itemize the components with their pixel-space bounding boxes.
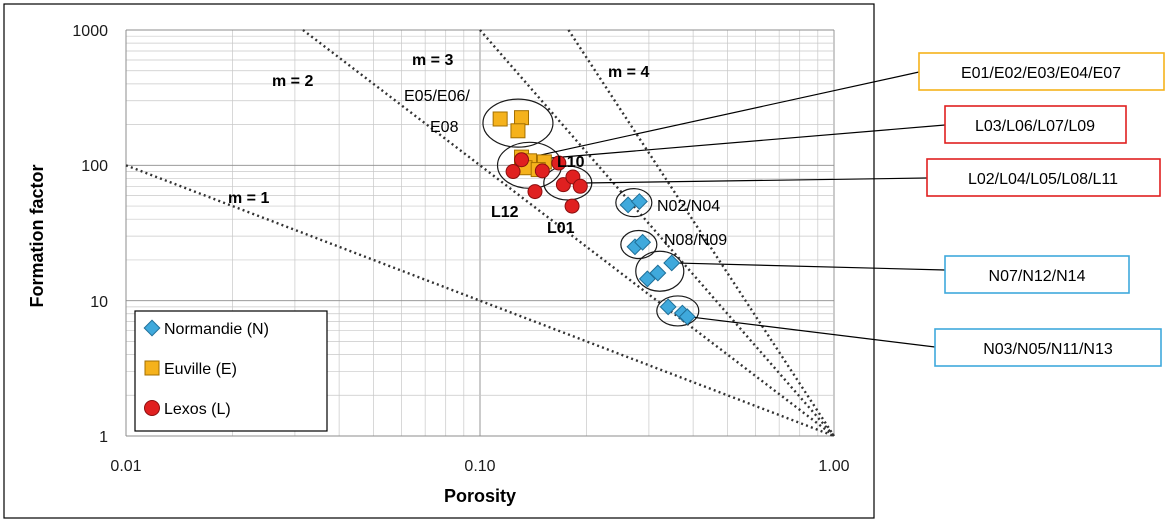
m-line-label: m = 1 [228, 190, 269, 207]
group-ellipse [620, 229, 658, 260]
x-tick-label: 1.00 [818, 458, 849, 475]
chart-frame [3, 3, 875, 519]
y-tick-labels: 1 10 100 1000 [72, 23, 108, 446]
callout-label: N07/N12/N14 [989, 268, 1086, 285]
group-ellipse [615, 188, 653, 218]
x-tick-labels: 0.01 0.10 1.00 [110, 458, 849, 475]
euville-point [514, 110, 530, 126]
y-tick-label: 100 [81, 158, 108, 175]
legend-label: Euville (E) [164, 361, 237, 378]
legend: Normandie (N) Euville (E) Lexos (L) [134, 310, 328, 432]
annotation-label: L10 [557, 154, 585, 171]
y-axis-title: Formation factor [27, 164, 47, 307]
legend-frame [134, 310, 328, 432]
callout-label: E01/E02/E03/E04/E07 [961, 65, 1121, 82]
annotation-label: L12 [491, 204, 519, 221]
lexos-point [551, 155, 567, 171]
normandie-point [678, 308, 696, 326]
legend-label: Normandie (N) [164, 321, 269, 338]
legend-marker-diamond [143, 319, 161, 337]
x-axis-title: Porosity [444, 486, 516, 506]
euville-point [492, 111, 508, 127]
data-points [492, 110, 696, 326]
group-ellipse [656, 295, 700, 327]
reference-line [125, 164, 835, 438]
callout-leaders [523, 71, 946, 348]
lexos-point [534, 163, 550, 179]
normandie-point [659, 298, 677, 316]
callout-label: N03/N05/N11/N13 [983, 341, 1113, 358]
normandie-point [638, 270, 656, 288]
y-tick-label: 1 [99, 429, 108, 446]
m-line-label: m = 2 [272, 73, 313, 90]
lexos-point [505, 164, 521, 180]
lexos-point [572, 178, 588, 194]
m-line-label: m = 4 [608, 64, 649, 81]
y-tick-label: 1000 [72, 23, 108, 40]
callout-box: L02/L04/L05/L08/L11 [926, 158, 1161, 197]
callout-frame [934, 328, 1162, 367]
callout-box: L03/L06/L07/L09 [944, 105, 1127, 144]
normandie-point [634, 233, 652, 251]
annotation-label: E08 [430, 119, 459, 136]
callout-label: L03/L06/L07/L09 [975, 118, 1095, 135]
annotation-label: E05/E06/ [404, 88, 470, 105]
reference-line [479, 29, 835, 437]
group-ellipse [635, 250, 685, 292]
callout-leader [583, 177, 928, 184]
callout-label: L02/L04/L05/L08/L11 [968, 171, 1118, 188]
legend-marker-square [144, 360, 160, 376]
lexos-point [564, 198, 580, 214]
m-line-label: m = 3 [412, 52, 453, 69]
annotation-label: N02/N04 [657, 198, 720, 215]
callout-leader [526, 71, 920, 159]
euville-point [510, 123, 526, 139]
normandie-point [649, 264, 667, 282]
callout-leader [689, 316, 936, 348]
callout-frame [926, 158, 1161, 197]
normandie-point [630, 193, 648, 211]
reference-line [302, 29, 835, 437]
legend-marker-circle [144, 400, 160, 416]
callout-frame [944, 105, 1127, 144]
lexos-point [527, 184, 543, 200]
callout-frame [918, 52, 1165, 91]
callout-box: E01/E02/E03/E04/E07 [918, 52, 1165, 91]
annotation-label: N08/N09 [664, 232, 727, 249]
annotation-label: L01 [547, 220, 575, 237]
x-tick-label: 0.01 [110, 458, 141, 475]
x-tick-label: 0.10 [464, 458, 495, 475]
group-ellipse [482, 98, 554, 148]
callout-leader [673, 262, 946, 271]
normandie-point [663, 254, 681, 272]
y-tick-label: 10 [90, 294, 108, 311]
callout-box: N03/N05/N11/N13 [934, 328, 1162, 367]
callout-frame [944, 255, 1130, 294]
reference-lines [125, 29, 836, 438]
legend-label: Lexos (L) [164, 401, 231, 418]
callout-leader [523, 124, 946, 161]
callout-box: N07/N12/N14 [944, 255, 1130, 294]
lexos-point [514, 152, 530, 168]
